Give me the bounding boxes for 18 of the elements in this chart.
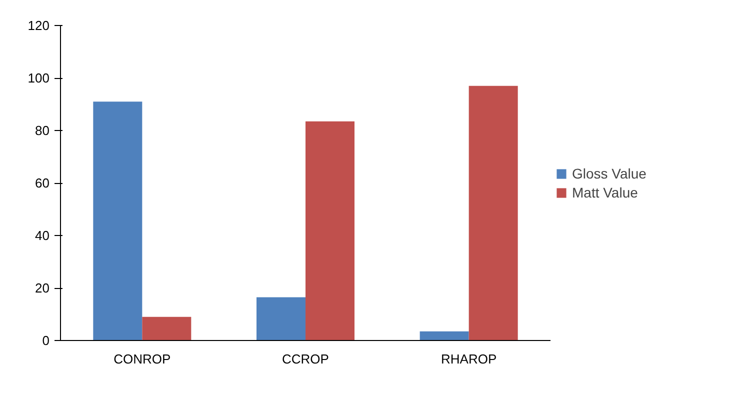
bar xyxy=(306,121,354,340)
y-tick-label: 100 xyxy=(28,70,50,86)
x-tick-label: CCROP xyxy=(282,352,329,366)
y-tick-label: 120 xyxy=(28,18,50,33)
bar xyxy=(468,86,518,340)
y-tick-label: 80 xyxy=(35,123,50,138)
bar xyxy=(420,331,469,340)
y-tick-label: 0 xyxy=(42,333,50,348)
y-tick-label: 20 xyxy=(35,280,50,296)
legend-label: Gloss Value xyxy=(572,165,646,181)
bar xyxy=(142,316,192,340)
bar xyxy=(93,102,142,340)
bar xyxy=(256,297,306,340)
y-tick-label: 40 xyxy=(35,228,50,243)
x-tick-label: RHAROP xyxy=(441,352,497,366)
x-tick-label: CONROP xyxy=(114,352,171,366)
legend-label: Matt Value xyxy=(572,184,638,200)
y-tick-label: 60 xyxy=(35,176,50,190)
